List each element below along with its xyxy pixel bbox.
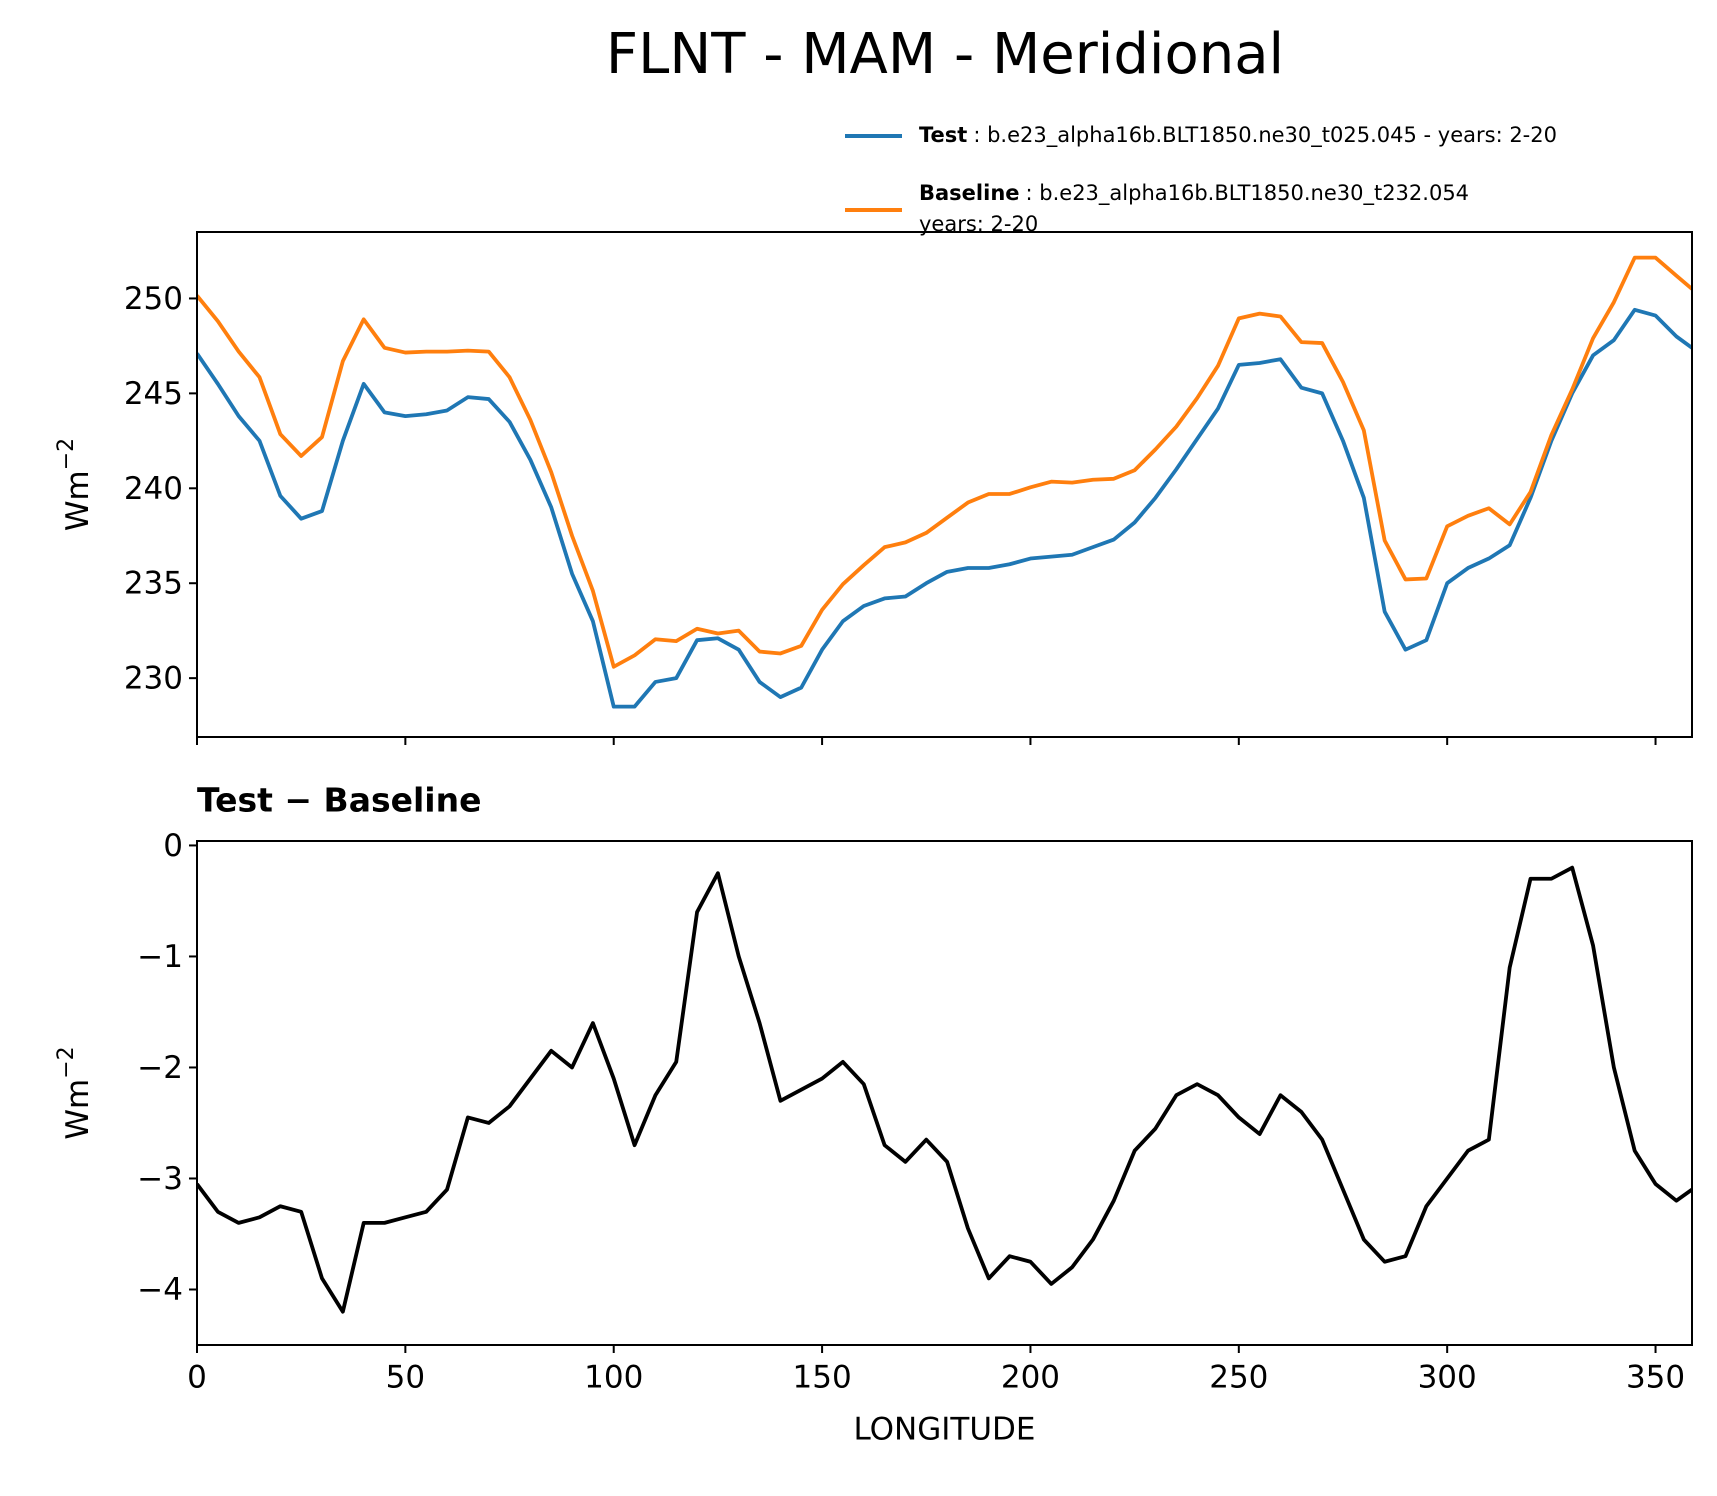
- axes-frame: [196, 231, 1693, 738]
- x-tick-label: 250: [1209, 1360, 1268, 1396]
- x-tick-label: 350: [1626, 1360, 1685, 1396]
- legend-description: years: 2-20: [919, 212, 1038, 236]
- y-axis-label: Wm−2: [54, 1046, 96, 1139]
- y-axis-label: Wm−2: [54, 438, 96, 531]
- legend-description: : b.e23_alpha16b.BLT1850.ne30_t025.045 -…: [973, 123, 1557, 148]
- axes-frame: [196, 840, 1693, 1346]
- x-tick-label: 50: [386, 1360, 425, 1396]
- plot-area: [197, 865, 1692, 1314]
- y-tick-label: 250: [124, 281, 183, 317]
- x-tick-label: 200: [1001, 1360, 1060, 1396]
- data-line: [197, 865, 1692, 1314]
- y-label-base: Wm: [60, 1079, 96, 1140]
- x-tick-label: 0: [187, 1360, 207, 1396]
- legend-description: : b.e23_alpha16b.BLT1850.ne30_t232.054: [1026, 181, 1470, 206]
- y-tick-label: −2: [137, 1050, 183, 1086]
- x-tick-label: 150: [793, 1360, 852, 1396]
- x-tick-label: 300: [1418, 1360, 1477, 1396]
- y-tick-label: 245: [124, 376, 183, 412]
- data-line: [197, 255, 1692, 669]
- y-tick-label: 0: [163, 828, 183, 864]
- plot-area: [197, 255, 1692, 709]
- y-tick-label: 240: [124, 471, 183, 507]
- x-tick-label: 100: [584, 1360, 643, 1396]
- legend-label: Test: b.e23_alpha16b.BLT1850.ne30_t025.0…: [919, 123, 1557, 148]
- figure-title: FLNT - MAM - Meridional: [606, 22, 1284, 87]
- y-tick-label: −1: [137, 939, 183, 975]
- y-tick-label: 230: [124, 661, 183, 697]
- subplot-title: Test − Baseline: [197, 781, 482, 820]
- y-tick-label: 235: [124, 566, 183, 602]
- y-tick-label: −3: [137, 1161, 183, 1197]
- legend-label: Baseline: b.e23_alpha16b.BLT1850.ne30_t2…: [919, 181, 1469, 206]
- data-line: [197, 307, 1692, 709]
- legend-name: Baseline: [919, 181, 1020, 205]
- x-axis-label: LONGITUDE: [853, 1412, 1035, 1448]
- y-label-exponent: −2: [54, 438, 79, 470]
- y-tick-label: −4: [137, 1272, 183, 1308]
- y-label-exponent: −2: [54, 1046, 79, 1078]
- legend-name: Test: [919, 123, 967, 147]
- y-label-base: Wm: [60, 470, 96, 531]
